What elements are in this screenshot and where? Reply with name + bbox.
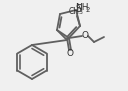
Text: S: S [75,4,81,14]
Text: CH: CH [68,7,79,16]
Text: O: O [67,50,73,59]
Text: O: O [82,30,88,39]
Text: NH: NH [75,3,88,12]
Text: 3: 3 [79,10,83,15]
Text: 2: 2 [86,6,90,12]
